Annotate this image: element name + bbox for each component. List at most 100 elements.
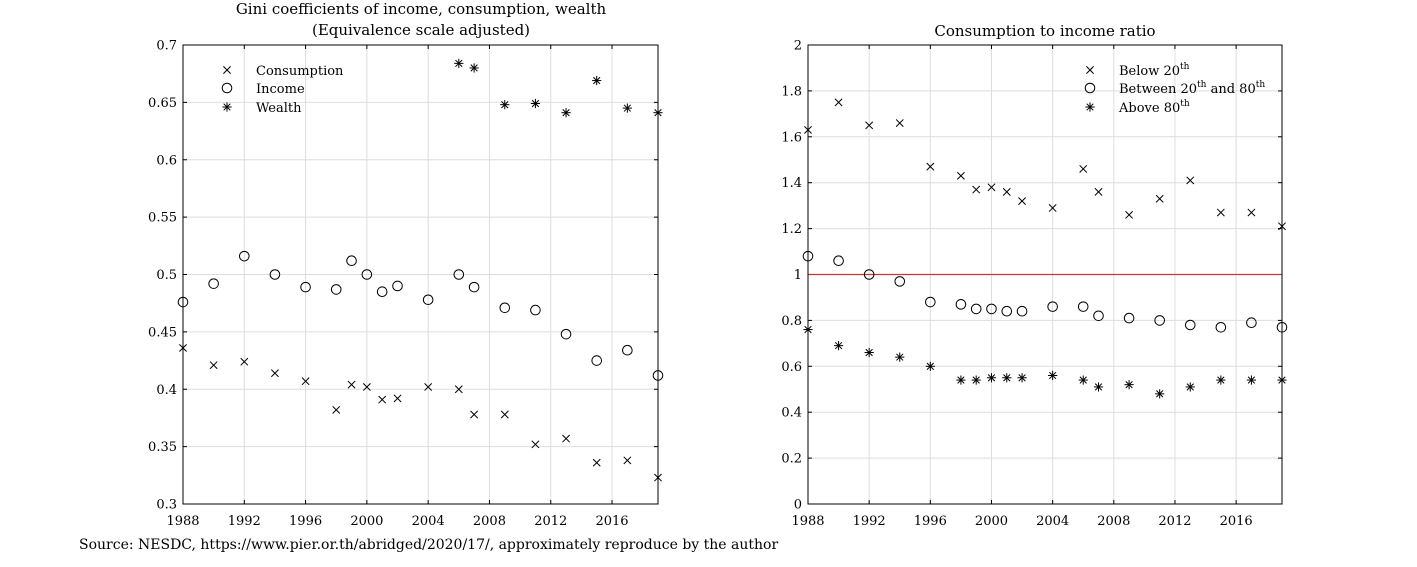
- point-consumption-2004: [424, 383, 433, 391]
- point-above-80-1990: [833, 341, 844, 351]
- legend-symbol-consumption: [223, 66, 231, 74]
- x-tick-label: 2016: [1220, 514, 1253, 529]
- legend-symbol-below-20: [1086, 66, 1094, 74]
- legend-label-income: Income: [256, 82, 305, 97]
- point-above-80-1999: [971, 375, 981, 385]
- point-consumption-1994: [270, 369, 279, 378]
- point-above-80-1994: [895, 352, 905, 362]
- legend-label-wealth: Wealth: [256, 101, 302, 116]
- y-tick-label: 1.2: [781, 222, 802, 237]
- ratio-chart-tick-labels: 1988 1992 1996 2000 2004 2008 2012 2016 0 0.2 0.4 0…: [781, 39, 1282, 529]
- gini-chart-title: Gini coefficients of income, consumption…: [236, 0, 607, 18]
- x-tick-label: 2004: [412, 514, 445, 529]
- y-tick-label: 0.4: [156, 383, 177, 398]
- y-tick-label: 1.8: [781, 84, 802, 99]
- point-below-20-1992: [865, 121, 874, 130]
- x-tick-label: 2012: [1158, 514, 1191, 529]
- point-wealth-2015: [592, 75, 602, 86]
- point-income-2006: [453, 269, 465, 280]
- gini-chart: Gini coefficients of income, consumption…: [148, 0, 664, 529]
- point-below-20-1996: [926, 162, 935, 171]
- point-income-2017: [622, 344, 633, 356]
- point-between-20-2013: [1184, 319, 1196, 331]
- y-tick-label: 1: [794, 268, 802, 283]
- point-below-20-1998: [956, 171, 965, 180]
- y-tick-label: 0.7: [156, 39, 177, 54]
- legend-label-above-80th: Above 80th: [1118, 99, 1190, 116]
- y-tick-label: 1.6: [781, 130, 802, 145]
- point-above-80-2001: [1002, 373, 1012, 383]
- point-income-2002: [392, 280, 403, 292]
- point-between-20-2011: [1154, 315, 1165, 326]
- point-below-20-2009: [1125, 210, 1134, 219]
- point-wealth-2006: [454, 58, 464, 68]
- point-consumption-2002: [393, 394, 402, 403]
- point-between-20-1992: [863, 269, 875, 280]
- gini-chart-subtitle: (Equivalence scale adjusted): [312, 21, 530, 39]
- point-between-20-2007: [1093, 310, 1104, 322]
- point-between-20-1998: [955, 299, 967, 310]
- y-tick-label: 0.3: [156, 498, 177, 513]
- point-wealth-2011: [530, 98, 541, 109]
- gini-chart-grid: [182, 44, 658, 505]
- point-between-20-2009: [1123, 312, 1135, 324]
- point-income-1990: [208, 278, 219, 289]
- point-between-20-2015: [1215, 321, 1227, 333]
- point-between-20-1996: [925, 296, 936, 308]
- ratio-chart-axes-box: [807, 44, 1283, 505]
- point-above-80-2011: [1155, 389, 1165, 399]
- point-between-20-1999: [970, 303, 982, 315]
- point-above-80-2004: [1048, 370, 1058, 381]
- point-below-20-1999: [972, 185, 981, 194]
- x-tick-label: 2016: [595, 514, 628, 529]
- point-below-20-1990: [834, 98, 843, 107]
- point-wealth-2013: [561, 108, 571, 118]
- x-tick-label: 2004: [1036, 514, 1069, 529]
- ratio-chart-legend: Below 20th Between 20th and 80th Above 8…: [1084, 62, 1265, 116]
- point-consumption-1990: [209, 361, 218, 370]
- x-tick-label: 1988: [166, 514, 199, 529]
- y-tick-label: 0.6: [156, 153, 177, 168]
- point-above-80-1998: [956, 375, 966, 385]
- x-tick-label: 1996: [914, 514, 947, 529]
- point-consumption-2009: [500, 410, 509, 419]
- y-tick-label: 0.2: [781, 452, 802, 467]
- x-tick-label: 1992: [228, 514, 261, 529]
- legend-symbol-income: [221, 82, 233, 94]
- point-below-20-1994: [895, 119, 904, 127]
- legend-marker-income: [221, 82, 233, 94]
- legend-symbol-between-20: [1084, 82, 1096, 94]
- point-income-2013: [560, 328, 572, 340]
- point-income-2000: [361, 269, 373, 280]
- point-consumption-2013: [562, 434, 571, 443]
- y-tick-label: 0.8: [781, 314, 802, 329]
- point-between-20-1990: [833, 255, 844, 267]
- ratio-chart-title: Consumption to income ratio: [934, 22, 1155, 40]
- legend-label-consumption: Consumption: [256, 64, 344, 79]
- point-above-80-2007: [1093, 382, 1104, 392]
- legend-marker-wealth: [222, 102, 232, 112]
- point-between-20-2001: [1001, 305, 1013, 317]
- point-between-20-1994: [894, 276, 906, 287]
- x-tick-label: 2000: [350, 514, 383, 529]
- y-tick-label: 2: [794, 39, 802, 54]
- point-above-80-2009: [1124, 380, 1134, 390]
- point-consumption-2007: [470, 410, 479, 419]
- point-consumption-2001: [378, 395, 387, 404]
- point-above-80-2006: [1078, 375, 1088, 385]
- x-tick-label: 1992: [853, 514, 886, 529]
- x-tick-label: 1996: [289, 514, 322, 529]
- legend-marker-consumption: [223, 66, 231, 74]
- point-consumption-2000: [362, 383, 371, 391]
- point-between-20-2000: [986, 303, 997, 315]
- point-consumption-2006: [454, 385, 463, 394]
- legend-symbol-wealth: [222, 102, 232, 112]
- x-tick-label: 2012: [534, 514, 567, 529]
- y-tick-label: 0.6: [781, 360, 802, 375]
- source-note: Source: NESDC, https://www.pier.or.th/ab…: [79, 537, 778, 553]
- y-tick-label: 0.65: [148, 96, 177, 111]
- point-wealth-2007: [469, 63, 479, 73]
- y-tick-label: 1.4: [781, 176, 802, 191]
- point-between-20-2017: [1246, 317, 1257, 328]
